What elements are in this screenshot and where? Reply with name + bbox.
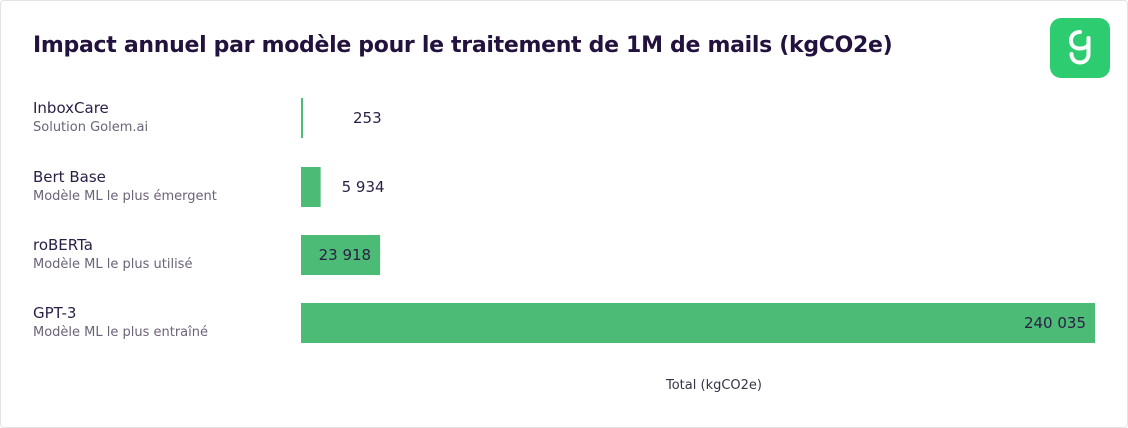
- row-label-inboxcare: InboxCare Solution Golem.ai: [33, 98, 148, 137]
- bar-inboxcare: [301, 98, 303, 138]
- row-label-gpt3: GPT-3 Modèle ML le plus entraîné: [33, 303, 208, 342]
- category-label: roBERTa: [33, 236, 93, 254]
- chart-title: Impact annuel par modèle pour le traitem…: [33, 33, 893, 58]
- category-subtitle: Modèle ML le plus émergent: [33, 189, 217, 204]
- category-label: InboxCare: [33, 99, 109, 117]
- value-label: 5 934: [342, 178, 385, 196]
- category-subtitle: Modèle ML le plus utilisé: [33, 257, 193, 272]
- bar-roberta: [301, 235, 381, 275]
- x-axis-label: Total (kgCO2e): [666, 378, 762, 393]
- value-label: 253: [353, 109, 382, 127]
- golem-logo-icon: [1050, 18, 1110, 78]
- category-subtitle: Solution Golem.ai: [33, 120, 149, 135]
- value-label: 23 918: [319, 246, 372, 264]
- category-label: Bert Base: [33, 168, 106, 186]
- golem-logo-glyph: [1069, 30, 1091, 65]
- bar-gpt-3: [301, 303, 1095, 343]
- row-label-roberta: roBERTa Modèle ML le plus utilisé: [33, 235, 192, 274]
- category-label: GPT-3: [33, 304, 77, 322]
- bar-bert-base: [301, 167, 321, 207]
- category-subtitle: Modèle ML le plus entraîné: [33, 325, 208, 340]
- value-label: 240 035: [1024, 314, 1086, 332]
- row-label-bert-base: Bert Base Modèle ML le plus émergent: [33, 167, 217, 206]
